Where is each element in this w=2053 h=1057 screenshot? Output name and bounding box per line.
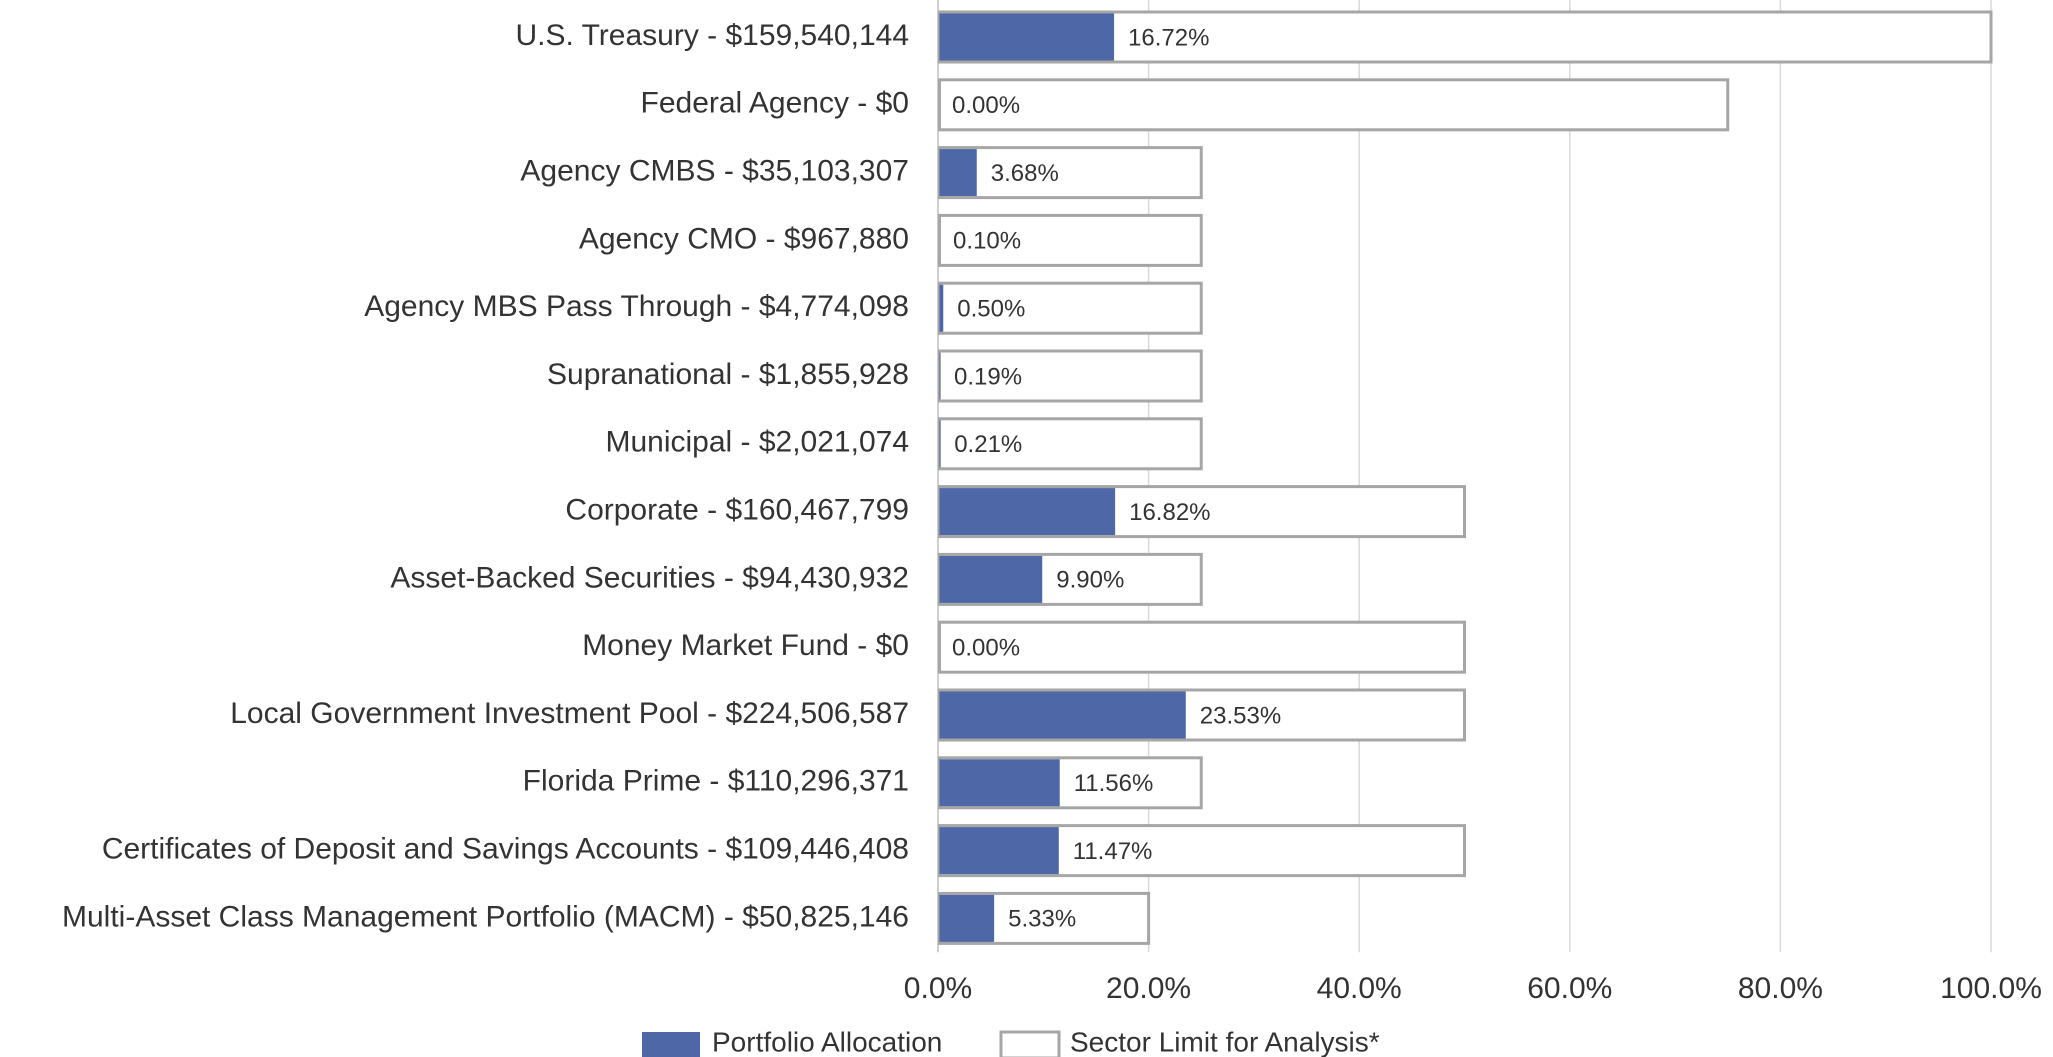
- value-label: 23.53%: [1200, 702, 1281, 729]
- allocation-bar: [939, 149, 977, 197]
- y-tick-label: Municipal - $2,021,074: [605, 426, 909, 459]
- value-label: 0.00%: [952, 92, 1020, 119]
- limit-bar: [938, 620, 1466, 674]
- value-label: 11.56%: [1074, 770, 1154, 797]
- x-tick-label: 60.0%: [1527, 972, 1612, 1005]
- allocation-bar: [939, 488, 1116, 536]
- x-tick-label: 40.0%: [1317, 972, 1402, 1005]
- y-tick-label: Money Market Fund - $0: [582, 629, 909, 662]
- allocation-bar: [939, 691, 1186, 739]
- y-tick-label: Supranational - $1,855,928: [547, 358, 909, 391]
- legend-swatch: [642, 1032, 700, 1057]
- value-label: 0.50%: [957, 296, 1025, 323]
- limit-bar: [938, 349, 1203, 403]
- y-tick-label: Agency CMBS - $35,103,307: [520, 155, 909, 188]
- value-label: 0.00%: [952, 635, 1020, 662]
- x-tick-label: 80.0%: [1738, 972, 1823, 1005]
- allocation-bar: [939, 352, 941, 400]
- value-label: 5.33%: [1008, 906, 1076, 933]
- x-tick-label: 0.0%: [904, 972, 972, 1005]
- y-tick-label: Certificates of Deposit and Savings Acco…: [102, 833, 909, 866]
- value-label: 9.90%: [1056, 567, 1124, 594]
- x-tick-label: 100.0%: [1940, 972, 2042, 1005]
- x-tick-label: 20.0%: [1106, 972, 1191, 1005]
- y-tick-label: Corporate - $160,467,799: [565, 494, 909, 527]
- allocation-bar: [939, 827, 1059, 875]
- value-label: 0.19%: [954, 363, 1022, 390]
- limit-bar: [938, 146, 1203, 200]
- y-tick-label: U.S. Treasury - $159,540,144: [515, 19, 909, 52]
- allocation-bar: [939, 284, 944, 332]
- y-tick-label: Federal Agency - $0: [641, 87, 910, 120]
- limit-bar: [938, 281, 1203, 335]
- allocation-bar: [939, 555, 1043, 603]
- value-label: 11.47%: [1073, 838, 1153, 865]
- allocation-bar: [939, 420, 941, 468]
- legend-label: Sector Limit for Analysis*: [1070, 1026, 1380, 1057]
- value-label: 3.68%: [991, 160, 1059, 187]
- allocation-bar: [939, 894, 995, 942]
- y-tick-label: Agency MBS Pass Through - $4,774,098: [364, 290, 909, 323]
- limit-bar: [938, 10, 1993, 64]
- legend-swatch: [999, 1030, 1061, 1057]
- allocation-bar: [939, 759, 1060, 807]
- y-tick-label: Local Government Investment Pool - $224,…: [230, 697, 909, 730]
- value-label: 0.10%: [953, 228, 1021, 255]
- limit-bar: [938, 213, 1203, 267]
- value-label: 16.72%: [1128, 24, 1209, 51]
- value-label: 16.82%: [1129, 499, 1210, 526]
- limit-bar: [938, 78, 1730, 132]
- y-tick-label: Asset-Backed Securities - $94,430,932: [390, 561, 909, 594]
- y-tick-label: Agency CMO - $967,880: [579, 222, 909, 255]
- y-tick-label: Florida Prime - $110,296,371: [523, 765, 909, 798]
- allocation-bar: [939, 13, 1115, 61]
- value-label: 0.21%: [954, 431, 1022, 458]
- y-tick-label: Multi-Asset Class Management Portfolio (…: [62, 900, 909, 933]
- legend-label: Portfolio Allocation: [712, 1026, 942, 1057]
